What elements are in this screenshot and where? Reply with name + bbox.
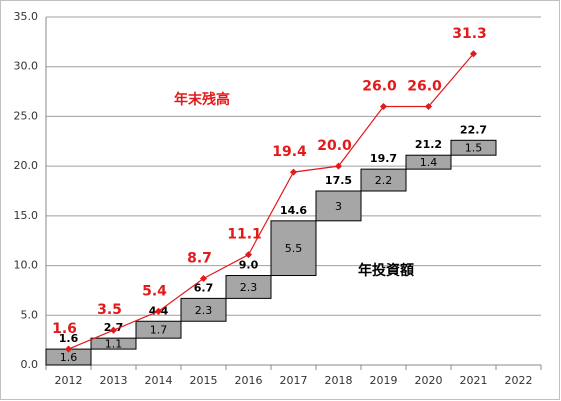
- line-value-label: 8.7: [187, 250, 212, 266]
- bar: [90, 337, 137, 350]
- y-tick-label: 30.0: [14, 60, 39, 73]
- series-label: 年末残高: [174, 91, 230, 108]
- y-tick-label: 5.0: [21, 308, 39, 321]
- x-tick-label: 2019: [370, 374, 398, 387]
- bar: [405, 154, 452, 170]
- x-tick-label: 2022: [505, 374, 533, 387]
- bar: [270, 220, 317, 277]
- bar-top-label: 1.6: [59, 332, 79, 345]
- x-tick-label: 2016: [235, 374, 263, 387]
- bar: [225, 275, 272, 299]
- marker: [64, 345, 73, 353]
- line-value-label: 31.3: [452, 26, 487, 42]
- marker: [199, 274, 208, 283]
- line-value-label: 11.1: [227, 227, 262, 243]
- bar-value-label: 1.5: [465, 142, 483, 155]
- x-tick-label: 2015: [190, 374, 218, 387]
- bar: [135, 320, 182, 339]
- bar: [315, 190, 362, 222]
- bar-value-label: 3: [335, 200, 342, 213]
- bar-value-label: 1.6: [60, 351, 78, 364]
- y-tick-label: 10.0: [14, 259, 39, 272]
- bar: [180, 297, 227, 322]
- y-tick-label: 20.0: [14, 159, 39, 172]
- bar-top-label: 14.6: [280, 204, 307, 217]
- y-tick-label: 25.0: [14, 109, 39, 122]
- bar-value-label: 2.2: [375, 174, 393, 187]
- marker: [334, 162, 343, 170]
- marker: [424, 102, 433, 111]
- bar-top-label: 19.7: [370, 152, 397, 165]
- bar-top-label: 9.0: [239, 259, 259, 272]
- bar-value-label: 2.3: [240, 281, 258, 294]
- bar-value-label: 1.1: [105, 338, 123, 351]
- x-tick-label: 2020: [415, 374, 443, 387]
- bar-top-label: 17.5: [325, 174, 352, 187]
- line-value-label: 26.0: [362, 78, 397, 94]
- y-tick-label: 35.0: [14, 10, 39, 23]
- y-tick-label: 15.0: [14, 209, 39, 222]
- bar-value-label: 1.4: [420, 156, 438, 169]
- marker: [109, 326, 118, 334]
- bar-top-label: 22.7: [460, 123, 487, 136]
- line-value-label: 19.4: [272, 144, 307, 160]
- series-label: 年投資額: [358, 262, 414, 279]
- marker: [469, 50, 478, 58]
- x-tick-label: 2021: [460, 374, 488, 387]
- line: [68, 53, 474, 350]
- marker: [289, 168, 298, 176]
- bar-top-label: 21.2: [415, 138, 442, 151]
- x-tick-label: 2014: [145, 374, 173, 387]
- line-value-label: 26.0: [407, 78, 442, 94]
- bar-value-label: 5.5: [285, 242, 303, 255]
- bar-value-label: 2.3: [195, 304, 213, 317]
- marker: [154, 307, 163, 315]
- bar-top-label: 6.7: [194, 281, 214, 294]
- x-tick-label: 2013: [100, 374, 128, 387]
- bar-value-label: 1.7: [150, 324, 168, 337]
- bar: [450, 139, 497, 156]
- line-value-label: 20.0: [317, 138, 352, 154]
- line-value-label: 5.4: [142, 283, 167, 299]
- line-value-label: 3.5: [97, 302, 122, 318]
- x-tick-label: 2017: [280, 374, 308, 387]
- marker: [379, 102, 388, 111]
- x-tick-label: 2012: [55, 374, 83, 387]
- x-tick-label: 2018: [325, 374, 353, 387]
- y-tick-label: 0.0: [21, 358, 39, 371]
- bar: [360, 168, 407, 192]
- line-value-label: 1.6: [52, 321, 77, 337]
